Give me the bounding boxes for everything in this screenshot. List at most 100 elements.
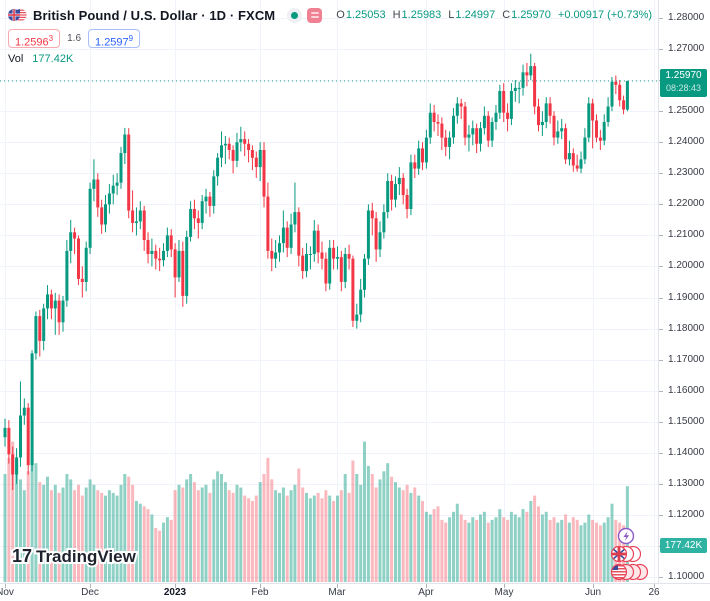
candle-body bbox=[158, 258, 162, 261]
volume-bar bbox=[479, 514, 482, 582]
candle-body bbox=[390, 181, 394, 200]
volume-bar bbox=[92, 484, 96, 582]
buy-button[interactable]: 1.25979 bbox=[88, 29, 141, 49]
volume-bar bbox=[606, 517, 610, 582]
volume-bar bbox=[386, 463, 390, 582]
candle-body bbox=[220, 145, 223, 158]
candle-body bbox=[235, 142, 239, 161]
candle-body bbox=[363, 258, 366, 290]
candle-body bbox=[227, 143, 231, 150]
candle-body bbox=[521, 72, 525, 88]
candle-body bbox=[517, 87, 521, 89]
candle-body bbox=[185, 236, 189, 296]
symbol-title[interactable]: British Pound / U.S. Dollar · 1D · FXCM bbox=[33, 7, 276, 23]
sell-button[interactable]: 1.25963 bbox=[8, 29, 61, 49]
candle-body bbox=[53, 300, 57, 309]
candle-body bbox=[598, 137, 602, 141]
candle-body bbox=[77, 238, 80, 279]
price-tick-label: 1.21000 bbox=[668, 229, 705, 240]
volume-bar bbox=[320, 498, 324, 582]
time-tick-label: Jun bbox=[584, 587, 602, 598]
market-status-icon[interactable] bbox=[287, 7, 303, 23]
candle-body bbox=[165, 235, 169, 251]
chart-canvas[interactable] bbox=[0, 0, 658, 583]
candle-body bbox=[336, 257, 339, 259]
time-tick-mark bbox=[426, 584, 427, 588]
candle-body bbox=[26, 407, 30, 466]
candle-body bbox=[359, 289, 363, 315]
candle-body bbox=[339, 257, 343, 282]
candle-body bbox=[587, 103, 591, 138]
volume-bar bbox=[46, 476, 49, 582]
candle-body bbox=[537, 106, 540, 126]
time-tick-mark bbox=[654, 584, 655, 588]
chart-legend: British Pound / U.S. Dollar · 1D · FXCM … bbox=[8, 5, 652, 65]
volume-bar bbox=[583, 522, 587, 582]
volume-bar bbox=[278, 492, 281, 582]
time-tick-mark bbox=[260, 584, 261, 588]
volume-bar bbox=[285, 495, 289, 582]
candle-body bbox=[560, 128, 564, 132]
candle-body bbox=[347, 254, 351, 259]
time-axis[interactable]: Nov Dec 2023 Feb Mar Apr May Jun 26 bbox=[0, 583, 710, 601]
candle-body bbox=[312, 230, 316, 254]
volume-bar bbox=[537, 506, 540, 582]
volume-bar bbox=[598, 525, 602, 582]
tradingview-logo[interactable]: 17 TradingView bbox=[10, 543, 160, 574]
volume-bar bbox=[216, 471, 220, 582]
volume-bar bbox=[158, 530, 162, 582]
volume-bar bbox=[154, 528, 158, 582]
volume-bar bbox=[297, 468, 301, 582]
candle-body bbox=[351, 258, 355, 321]
volume-bar bbox=[374, 487, 378, 582]
flash-event-icon[interactable] bbox=[617, 527, 635, 545]
spread-value: 1.6 bbox=[67, 33, 82, 44]
volume-bar bbox=[243, 495, 247, 582]
time-tick-label: Mar bbox=[328, 587, 346, 598]
candle-body bbox=[355, 314, 359, 321]
candle-body bbox=[57, 300, 61, 323]
candle-body bbox=[146, 240, 150, 254]
candle-body bbox=[583, 137, 587, 160]
volume-bar bbox=[254, 495, 258, 582]
volume-bar bbox=[529, 501, 533, 582]
volume-bar bbox=[262, 474, 266, 582]
volume-bar bbox=[591, 519, 595, 582]
volume-bar bbox=[127, 476, 131, 582]
candle-body bbox=[30, 353, 34, 466]
candle-body bbox=[421, 148, 424, 163]
price-tick-label: 1.12000 bbox=[668, 509, 705, 520]
price-tick-label: 1.14000 bbox=[668, 447, 705, 458]
uk-events-icon[interactable] bbox=[610, 545, 642, 563]
candle-body bbox=[471, 128, 475, 135]
price-tick-mark bbox=[659, 484, 663, 485]
candle-body bbox=[154, 250, 158, 259]
volume-bar bbox=[7, 457, 11, 582]
volume-bar bbox=[602, 522, 606, 582]
candle-body bbox=[610, 81, 614, 107]
candle-body bbox=[548, 103, 552, 116]
volume-bar bbox=[185, 479, 189, 582]
candle-body bbox=[455, 103, 459, 116]
candle-body bbox=[84, 247, 88, 282]
change-value: +0.00917 (+0.73%) bbox=[557, 9, 653, 21]
volume-bar bbox=[482, 511, 486, 582]
price-tick-label: 1.23000 bbox=[668, 167, 705, 178]
ask-fraction: 9 bbox=[128, 34, 134, 43]
time-tick-label: 2023 bbox=[163, 587, 187, 598]
candle-body bbox=[223, 143, 227, 146]
candle-body bbox=[281, 227, 285, 244]
high-label: H bbox=[392, 9, 401, 21]
us-events-icon[interactable] bbox=[610, 563, 649, 581]
candle-body bbox=[96, 179, 100, 208]
candle-body bbox=[540, 122, 544, 126]
candle-body bbox=[243, 139, 247, 144]
high-value: 1.25983 bbox=[401, 9, 442, 21]
notes-icon[interactable] bbox=[307, 7, 323, 23]
candle-body bbox=[475, 128, 479, 144]
volume-bar bbox=[57, 492, 61, 582]
volume-bar bbox=[96, 490, 100, 582]
candle-body bbox=[444, 137, 448, 147]
candle-body bbox=[127, 134, 131, 211]
